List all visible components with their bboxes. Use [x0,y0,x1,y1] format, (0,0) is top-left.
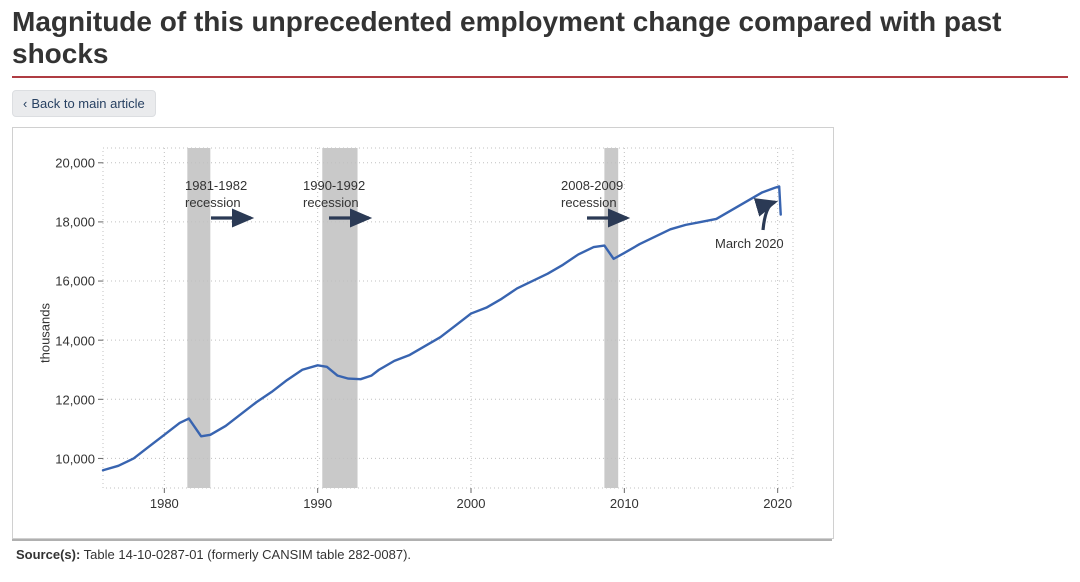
y-tick-label: 14,000 [45,333,95,348]
annotation-mar2020: March 2020 [715,236,784,252]
chart-svg [13,128,833,538]
chevron-left-icon: ‹ [23,97,27,110]
y-tick-label: 12,000 [45,392,95,407]
back-button[interactable]: ‹ Back to main article [12,90,156,117]
x-tick-label: 1990 [303,496,332,511]
x-tick-label: 1980 [150,496,179,511]
y-tick-label: 10,000 [45,451,95,466]
x-tick-label: 2000 [457,496,486,511]
y-tick-label: 20,000 [45,156,95,171]
source-line: Source(s): Table 14-10-0287-01 (formerly… [12,539,832,564]
x-tick-label: 2010 [610,496,639,511]
annotation-arrow [763,202,775,230]
employment-chart: thousands 10,00012,00014,00016,00018,000… [12,127,834,539]
page-title: Magnitude of this unprecedented employme… [12,6,1068,78]
annotation-rec3: 2008-2009recession [561,178,623,211]
x-tick-label: 2020 [763,496,792,511]
y-tick-label: 18,000 [45,215,95,230]
annotation-rec1: 1981-1982recession [185,178,247,211]
back-button-label: Back to main article [31,96,144,111]
y-tick-label: 16,000 [45,274,95,289]
annotation-rec2: 1990-1992recession [303,178,365,211]
source-text: Table 14-10-0287-01 (formerly CANSIM tab… [80,547,411,562]
source-label: Source(s): [16,547,80,562]
